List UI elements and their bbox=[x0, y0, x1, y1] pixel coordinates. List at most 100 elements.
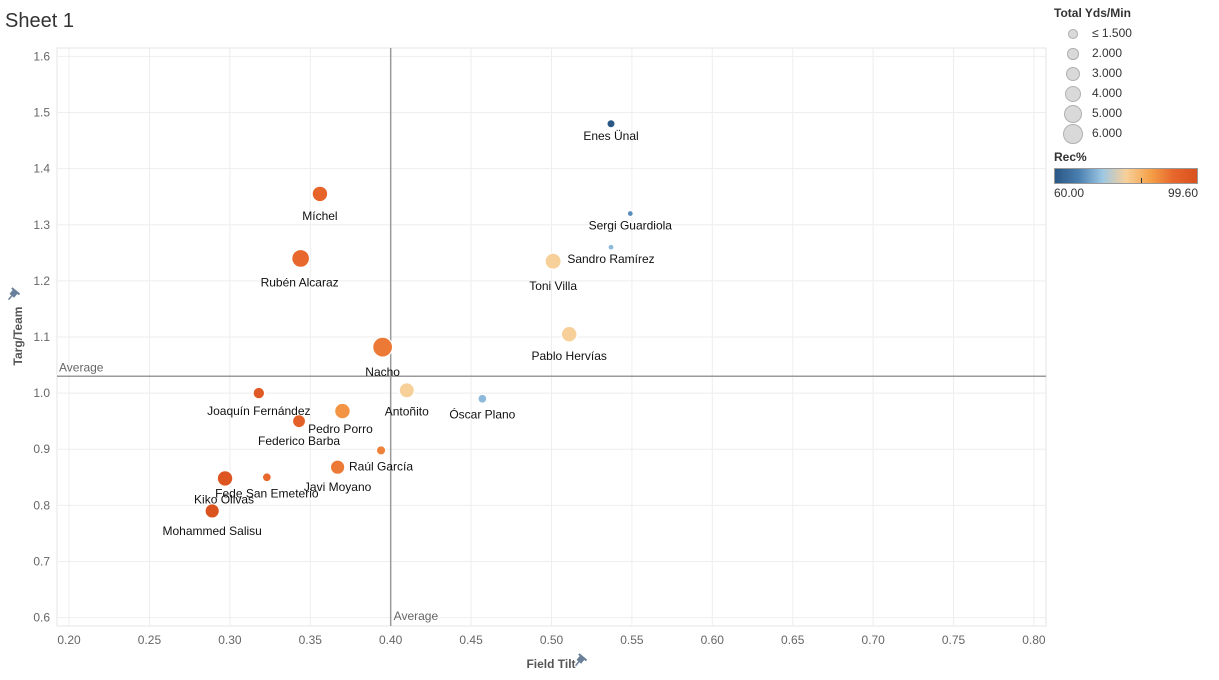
point-labels: Enes Ünal Sergi Guardiola Sandro Ramírez To… bbox=[162, 129, 672, 538]
data-point[interactable] bbox=[375, 445, 387, 456]
data-point[interactable] bbox=[544, 252, 562, 270]
data-point[interactable] bbox=[291, 414, 307, 429]
data-point[interactable] bbox=[204, 503, 220, 519]
data-point[interactable] bbox=[252, 386, 266, 400]
x-tick-label: 0.80 bbox=[1022, 633, 1046, 647]
data-point[interactable] bbox=[607, 243, 615, 251]
color-gradient-bar bbox=[1054, 168, 1198, 184]
x-tick-label: 0.75 bbox=[942, 633, 966, 647]
data-point[interactable] bbox=[261, 472, 272, 483]
size-legend-label: 3.000 bbox=[1092, 66, 1123, 80]
x-tick-label: 0.70 bbox=[861, 633, 885, 647]
size-legend: ≤ 1.500 2.000 3.000 4.000 5.000 6.000 bbox=[1054, 23, 1214, 145]
x-tick-label: 0.50 bbox=[540, 633, 564, 647]
point-label: Míchel bbox=[302, 209, 337, 223]
size-legend-item: 4.000 bbox=[1054, 83, 1214, 103]
legend-panel: Total Yds/Min ≤ 1.500 2.000 3.000 4.000 5.00… bbox=[1054, 6, 1214, 200]
y-axis-ticks: 0.6 0.7 0.8 0.9 1.0 1.1 1.2 1.3 1.4 1.5 1.6 bbox=[33, 49, 50, 624]
sheet-title: Sheet 1 bbox=[5, 10, 74, 32]
y-tick-label: 0.8 bbox=[33, 498, 50, 512]
gridlines bbox=[56, 47, 1047, 627]
point-label: Sandro Ramírez bbox=[567, 252, 654, 266]
point-label: Mohammed Salisu bbox=[162, 524, 261, 538]
color-min-label: 60.00 bbox=[1054, 186, 1085, 200]
point-label: Pedro Porro bbox=[308, 422, 373, 436]
y-tick-label: 0.7 bbox=[33, 554, 50, 568]
point-label: Kiko Olivas bbox=[194, 492, 254, 506]
y-tick-label: 1.0 bbox=[33, 386, 50, 400]
size-legend-label: 2.000 bbox=[1092, 46, 1123, 60]
point-label: Pablo Hervías bbox=[532, 349, 607, 363]
x-tick-label: 0.20 bbox=[57, 633, 81, 647]
size-legend-item: 6.000 bbox=[1054, 123, 1214, 145]
point-label: Federico Barba bbox=[258, 434, 340, 448]
x-tick-label: 0.65 bbox=[781, 633, 805, 647]
y-tick-label: 1.3 bbox=[33, 218, 50, 232]
size-legend-label: 5.000 bbox=[1092, 106, 1123, 120]
data-point[interactable] bbox=[560, 325, 578, 343]
size-legend-circle bbox=[1064, 85, 1082, 103]
data-point[interactable] bbox=[334, 402, 351, 420]
size-legend-label: 6.000 bbox=[1092, 126, 1123, 140]
size-legend-circle bbox=[1068, 29, 1078, 39]
point-label: Rubén Alcaraz bbox=[261, 275, 339, 289]
data-points bbox=[204, 119, 634, 519]
x-axis-ticks: 0.20 0.25 0.30 0.35 0.40 0.45 0.50 0.55 0.60 0.65… bbox=[57, 633, 1046, 647]
size-legend-circle bbox=[1067, 48, 1079, 60]
data-point[interactable] bbox=[372, 336, 394, 358]
y-axis-pin-icon[interactable] bbox=[5, 287, 21, 303]
data-point[interactable] bbox=[329, 459, 346, 475]
size-legend-title[interactable]: Total Yds/Min bbox=[1054, 6, 1131, 20]
x-tick-label: 0.55 bbox=[620, 633, 644, 647]
y-tick-label: 1.6 bbox=[33, 49, 50, 63]
y-tick-label: 1.4 bbox=[33, 162, 50, 176]
point-label: Javi Moyano bbox=[304, 480, 372, 494]
x-tick-label: 0.45 bbox=[459, 633, 483, 647]
size-legend-circle bbox=[1065, 66, 1081, 82]
point-label: Óscar Plano bbox=[449, 407, 515, 422]
y-tick-label: 1.2 bbox=[33, 274, 50, 288]
average-x-label: Average bbox=[394, 609, 439, 623]
x-tick-label: 0.40 bbox=[379, 633, 403, 647]
point-label: Nacho bbox=[365, 365, 400, 379]
average-lines: Average Average bbox=[57, 48, 1046, 626]
size-legend-item: 5.000 bbox=[1054, 103, 1214, 124]
color-max-label: 99.60 bbox=[1167, 186, 1198, 200]
scatter-chart: Average Average Enes Ünal Sergi Guardiola S… bbox=[5, 47, 1047, 671]
y-tick-label: 0.9 bbox=[33, 442, 50, 456]
size-legend-item: ≤ 1.500 bbox=[1054, 23, 1214, 43]
x-tick-label: 0.60 bbox=[701, 633, 725, 647]
data-point[interactable] bbox=[398, 382, 415, 399]
y-axis-title[interactable]: Targ/Team bbox=[11, 307, 25, 366]
point-label: Enes Ünal bbox=[583, 129, 638, 143]
data-point[interactable] bbox=[626, 209, 634, 218]
x-axis-title[interactable]: Field Tilt bbox=[526, 657, 575, 671]
data-point[interactable] bbox=[311, 185, 329, 203]
point-label: Toni Villa bbox=[529, 279, 577, 293]
point-label: Fede San Emeterio bbox=[215, 486, 319, 500]
y-tick-label: 1.1 bbox=[33, 330, 50, 344]
size-legend-item: 2.000 bbox=[1054, 43, 1214, 63]
data-point[interactable] bbox=[216, 470, 234, 487]
x-axis-pin-icon[interactable] bbox=[572, 653, 588, 669]
data-point[interactable] bbox=[291, 248, 311, 268]
color-legend-labels: 60.00 99.60 bbox=[1054, 184, 1198, 200]
point-label: Joaquín Fernández bbox=[207, 404, 310, 418]
color-bar-marker bbox=[1141, 178, 1142, 183]
size-legend-label: ≤ 1.500 bbox=[1092, 26, 1132, 40]
x-tick-label: 0.35 bbox=[299, 633, 323, 647]
average-y-label: Average bbox=[59, 360, 104, 374]
y-tick-label: 0.6 bbox=[33, 611, 50, 625]
data-point[interactable] bbox=[606, 119, 616, 129]
point-label: Antoñito bbox=[385, 404, 429, 418]
size-legend-circle bbox=[1063, 104, 1083, 124]
data-point[interactable] bbox=[477, 393, 488, 404]
size-legend-circle bbox=[1062, 123, 1084, 145]
size-legend-item: 3.000 bbox=[1054, 63, 1214, 83]
x-tick-label: 0.30 bbox=[218, 633, 242, 647]
color-legend-title[interactable]: Rec% bbox=[1054, 150, 1087, 164]
x-tick-label: 0.25 bbox=[138, 633, 162, 647]
y-tick-label: 1.5 bbox=[33, 106, 50, 120]
point-label: Raúl García bbox=[349, 459, 413, 473]
size-legend-label: 4.000 bbox=[1092, 86, 1123, 100]
